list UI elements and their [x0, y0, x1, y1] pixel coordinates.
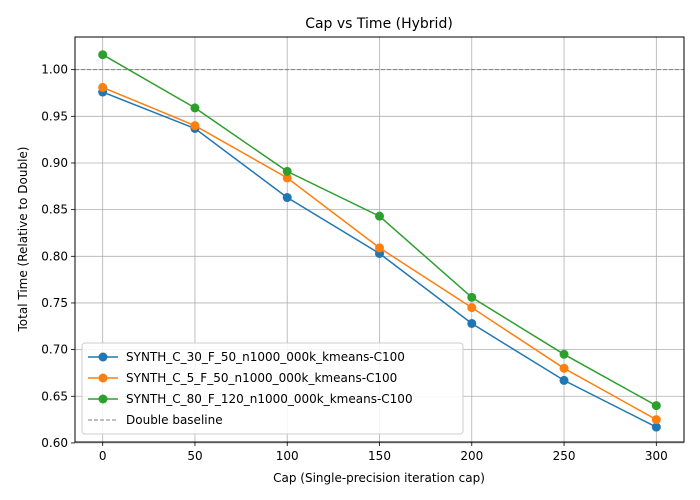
y-tick-label: 0.65 — [41, 389, 68, 403]
legend-marker — [98, 394, 108, 404]
y-tick-label: 0.95 — [41, 109, 68, 123]
axis-ticks: 0 50 100 150 200 250 300 0.60 0.65 0.70 0.75 0.80 0.… — [41, 63, 667, 463]
data-point — [559, 363, 569, 373]
data-point — [467, 303, 477, 313]
legend-label: Double baseline — [126, 413, 223, 427]
x-tick-label: 150 — [368, 449, 391, 463]
data-point — [282, 166, 292, 176]
legend-label: SYNTH_C_80_F_120_n1000_000k_kmeans-C100 — [126, 392, 413, 406]
series-layer — [98, 50, 661, 432]
data-point — [651, 422, 661, 432]
legend-entry: Double baseline — [88, 413, 223, 427]
data-point — [651, 401, 661, 411]
series-2 — [98, 82, 661, 425]
data-point — [282, 193, 292, 203]
data-point — [98, 82, 108, 92]
legend-box — [81, 342, 464, 435]
x-tick-label: 300 — [645, 449, 668, 463]
legend-entry: SYNTH_C_80_F_120_n1000_000k_kmeans-C100 — [88, 392, 413, 406]
legend-entry: SYNTH_C_5_F_50_n1000_000k_kmeans-C100 — [88, 371, 397, 385]
legend-marker — [98, 373, 108, 383]
data-point — [98, 50, 108, 60]
y-tick-label: 0.70 — [41, 343, 68, 357]
y-tick-label: 0.85 — [41, 203, 68, 217]
legend-entry: SYNTH_C_30_F_50_n1000_000k_kmeans-C100 — [88, 350, 405, 364]
data-point — [559, 375, 569, 385]
legend-label: SYNTH_C_30_F_50_n1000_000k_kmeans-C100 — [126, 350, 405, 364]
y-tick-label: 0.80 — [41, 249, 68, 263]
x-tick-label: 200 — [460, 449, 483, 463]
legend-marker — [98, 352, 108, 362]
x-tick-label: 100 — [276, 449, 299, 463]
data-point — [375, 211, 384, 221]
data-point — [282, 173, 292, 183]
y-axis-label: Total Time (Relative to Double) — [16, 147, 30, 333]
data-point — [559, 349, 569, 359]
series-3 — [98, 50, 661, 411]
legend-label: SYNTH_C_5_F_50_n1000_000k_kmeans-C100 — [126, 371, 397, 385]
x-axis-label: Cap (Single-precision iteration cap) — [273, 471, 485, 485]
y-tick-label: 0.60 — [41, 436, 68, 450]
legend: SYNTH_C_30_F_50_n1000_000k_kmeans-C100 SY… — [81, 342, 464, 435]
y-tick-label: 0.75 — [41, 296, 68, 310]
data-point — [190, 103, 200, 113]
y-tick-label: 0.90 — [41, 156, 68, 170]
data-point — [190, 121, 200, 131]
data-point — [651, 415, 661, 425]
data-point — [467, 318, 477, 328]
x-tick-label: 250 — [553, 449, 576, 463]
x-tick-label: 0 — [99, 449, 107, 463]
chart-title: Cap vs Time (Hybrid) — [305, 16, 453, 32]
data-point — [467, 292, 477, 302]
x-tick-label: 50 — [187, 449, 202, 463]
data-point — [375, 243, 384, 253]
y-tick-label: 1.00 — [41, 63, 68, 77]
